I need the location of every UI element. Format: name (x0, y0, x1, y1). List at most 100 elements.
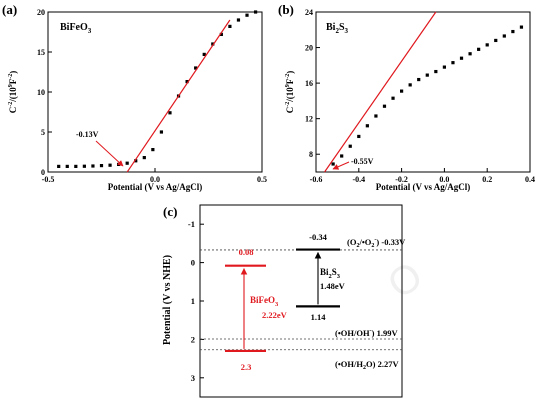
data-point (91, 164, 95, 168)
data-point (142, 156, 146, 160)
data-point (228, 24, 232, 28)
data-point (340, 154, 344, 158)
data-point (253, 10, 258, 14)
bifeo-gap: 2.22eV (262, 310, 288, 320)
data-point (374, 114, 378, 118)
panel-a-xlabel: Potential (V vs Ag/AgCl) (108, 182, 203, 192)
data-point (108, 163, 112, 167)
x-tick-label: 0.4 (525, 175, 535, 184)
data-point (442, 65, 446, 69)
data-point (99, 164, 104, 168)
data-point (485, 43, 489, 47)
panel-b-frame (315, 11, 531, 173)
panel-b-xlabel: Potential (V vs Ag/AgCl) (376, 182, 471, 192)
y-tick-label: 20 (37, 8, 45, 17)
ref-o2-label: (O2/•O2-) -0.33V (347, 237, 406, 249)
x-tick-label: -0.5 (42, 175, 55, 184)
data-point (219, 32, 223, 36)
data-point (494, 38, 498, 43)
bis-cb-label: -0.34 (309, 232, 327, 242)
y-tick-label: 16 (305, 79, 313, 88)
data-point (365, 124, 369, 128)
data-point (451, 61, 455, 65)
bifeo-cb-label: 0.08 (239, 247, 254, 257)
y-tick-label: 15 (37, 48, 45, 57)
data-point (417, 77, 421, 82)
y-tick-label: 10 (37, 88, 45, 97)
linear-fit-line (126, 19, 231, 173)
data-point (391, 96, 395, 100)
x-tick-label: -0.2 (395, 175, 408, 184)
panel-b-letter: (b) (278, 2, 294, 17)
data-point (408, 83, 412, 87)
x-tick-label: 0.0 (439, 175, 449, 184)
data-point (211, 42, 215, 46)
panel-a-name: BiFeO3 (60, 22, 92, 35)
y-tick-label: -1 (188, 219, 195, 229)
y-tick-label: 24 (305, 8, 313, 17)
data-point (236, 18, 241, 22)
y-tick-label: 12 (305, 115, 313, 124)
panel-b-annotation: -0.55V (351, 157, 374, 166)
data-point (459, 56, 464, 60)
data-point (425, 73, 429, 77)
panel-b-ylabel: C-2/(109F-2) (285, 71, 295, 114)
panel-a-annotation-arrow (95, 140, 124, 167)
bis-name: Bi2S3 (320, 267, 341, 280)
y-tick-label: 20 (305, 44, 313, 53)
data-point (400, 89, 404, 93)
bifeo-name: BiFeO3 (250, 295, 279, 308)
data-point (82, 164, 86, 168)
data-point (382, 104, 387, 108)
data-point (134, 159, 138, 163)
x-tick-label: 0.0 (150, 175, 160, 184)
x-tick-label: -0.6 (310, 175, 323, 184)
data-point (468, 52, 472, 56)
bifeo-vb-label: 2.3 (241, 362, 252, 372)
data-point (159, 130, 164, 134)
panel-c-ylabel: Potential (V vs NHE) (162, 255, 173, 345)
panel-a-annotation: -0.13V (76, 130, 99, 139)
data-point (74, 164, 78, 168)
panel-a-ylabel: C-2/(109F-2) (8, 71, 18, 114)
linear-fit-line (324, 11, 437, 173)
y-tick-label: 8 (309, 150, 313, 159)
data-point (245, 13, 249, 17)
svg-text:O: O (380, 253, 431, 307)
data-point (502, 34, 506, 38)
data-point (434, 69, 438, 74)
x-tick-label: 0.2 (482, 175, 492, 184)
data-point (151, 148, 155, 152)
data-point (357, 134, 361, 139)
y-tick-label: 0 (191, 258, 195, 268)
data-point (477, 47, 481, 51)
y-tick-label: 2 (191, 334, 195, 344)
data-point (125, 161, 129, 165)
data-point (331, 162, 335, 166)
bis-gap: 1.48eV (320, 281, 346, 291)
data-point (168, 111, 172, 115)
panel-c-letter: (c) (163, 204, 177, 219)
y-tick-label: 1 (191, 296, 195, 306)
x-tick-label: 0.5 (257, 175, 267, 184)
data-point (511, 29, 515, 34)
y-tick-label: 0 (41, 168, 45, 177)
data-point (57, 164, 61, 168)
panel-b-annotation-arrow (332, 161, 350, 170)
bis-vb-label: 1.14 (311, 312, 327, 322)
panel-a-letter: (a) (2, 2, 17, 17)
data-point (202, 52, 206, 56)
y-tick-label: 5 (41, 128, 45, 137)
ref-h2o-label: (•OH/H2O) 2.27V (335, 359, 399, 371)
data-point (194, 66, 198, 70)
ref-oh-label: (•OH/OH-) 1.99V (335, 328, 398, 338)
data-point (348, 144, 352, 148)
panel-b: (b) Bi2S3 Potential (V vs Ag/AgCl) C-2/(… (278, 2, 535, 192)
data-point (519, 25, 524, 29)
panel-a: (a) BiFeO3 Potential (V vs Ag/AgCl) C-2/… (2, 2, 267, 192)
data-point (185, 80, 189, 84)
watermark: O (380, 253, 431, 307)
data-point (65, 164, 69, 168)
y-tick-label: 3 (191, 373, 195, 383)
